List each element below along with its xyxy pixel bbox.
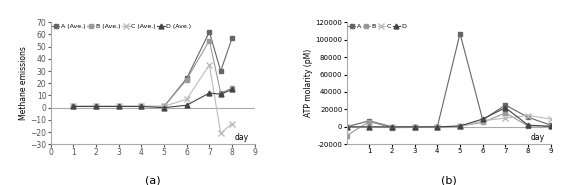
B xyxy=(457,125,464,127)
C xyxy=(411,126,418,128)
C xyxy=(366,126,373,128)
Y-axis label: Methane emissions: Methane emissions xyxy=(19,46,28,120)
B xyxy=(502,112,509,114)
B xyxy=(388,127,395,129)
A xyxy=(411,126,418,128)
B xyxy=(547,125,554,127)
Line: A (Ave.): A (Ave.) xyxy=(71,30,234,109)
B xyxy=(525,125,532,127)
C xyxy=(502,117,509,119)
A xyxy=(479,119,486,121)
C xyxy=(343,126,350,128)
C xyxy=(547,118,554,120)
D (Ave.) xyxy=(138,105,144,107)
A (Ave.) xyxy=(138,105,144,107)
C (Ave.) xyxy=(206,64,213,66)
D (Ave.) xyxy=(183,104,190,106)
A (Ave.) xyxy=(217,70,224,72)
C xyxy=(525,114,532,117)
A xyxy=(457,32,464,35)
Line: D: D xyxy=(344,105,553,129)
D (Ave.) xyxy=(70,105,76,107)
C (Ave.) xyxy=(183,98,190,100)
B (Ave.) xyxy=(217,92,224,94)
A xyxy=(547,124,554,126)
A (Ave.) xyxy=(229,37,235,39)
Line: D (Ave.): D (Ave.) xyxy=(71,87,234,110)
B (Ave.) xyxy=(206,39,213,42)
A xyxy=(388,126,395,128)
A xyxy=(343,126,350,128)
Line: C (Ave.): C (Ave.) xyxy=(70,62,235,136)
D (Ave.) xyxy=(93,105,99,107)
Line: B: B xyxy=(344,110,553,138)
C (Ave.) xyxy=(115,105,122,107)
D (Ave.) xyxy=(217,93,224,95)
C (Ave.) xyxy=(161,105,167,107)
A xyxy=(525,116,532,118)
C (Ave.) xyxy=(229,122,235,125)
Legend: A (Ave.), B (Ave.), C (Ave.), D (Ave.): A (Ave.), B (Ave.), C (Ave.), D (Ave.) xyxy=(52,23,191,29)
D xyxy=(479,118,486,120)
D xyxy=(502,107,509,109)
Y-axis label: ATP molarity (pM): ATP molarity (pM) xyxy=(303,49,312,117)
D xyxy=(343,126,350,128)
A (Ave.) xyxy=(93,105,99,107)
B (Ave.) xyxy=(183,78,190,81)
B (Ave.) xyxy=(229,87,235,89)
A (Ave.) xyxy=(70,105,76,107)
C (Ave.) xyxy=(217,132,224,134)
Text: (b): (b) xyxy=(441,175,456,185)
B (Ave.) xyxy=(138,105,144,107)
D xyxy=(411,126,418,128)
Legend: A, B, C, D: A, B, C, D xyxy=(348,23,406,29)
D xyxy=(457,125,464,127)
A (Ave.) xyxy=(183,77,190,80)
B xyxy=(343,134,350,137)
D xyxy=(547,125,554,127)
C (Ave.) xyxy=(70,105,76,107)
A (Ave.) xyxy=(115,105,122,107)
D (Ave.) xyxy=(161,107,167,109)
B xyxy=(366,120,373,123)
A xyxy=(366,120,373,122)
Text: day: day xyxy=(531,133,545,142)
B xyxy=(434,126,441,128)
D xyxy=(388,126,395,128)
C xyxy=(479,120,486,122)
B (Ave.) xyxy=(115,105,122,107)
D (Ave.) xyxy=(206,92,213,94)
C (Ave.) xyxy=(93,105,99,107)
D xyxy=(434,126,441,128)
Text: day: day xyxy=(234,133,248,142)
Text: (a): (a) xyxy=(145,175,161,185)
Line: B (Ave.): B (Ave.) xyxy=(71,38,234,109)
D xyxy=(525,124,532,126)
B (Ave.) xyxy=(161,105,167,107)
A xyxy=(434,126,441,128)
B (Ave.) xyxy=(70,105,76,107)
A (Ave.) xyxy=(161,105,167,107)
B xyxy=(411,126,418,128)
C xyxy=(434,126,441,128)
A xyxy=(502,104,509,106)
C xyxy=(388,126,395,128)
D xyxy=(366,126,373,128)
B xyxy=(479,121,486,124)
D (Ave.) xyxy=(115,105,122,107)
D (Ave.) xyxy=(229,88,235,90)
A (Ave.) xyxy=(206,31,213,33)
B (Ave.) xyxy=(93,105,99,107)
C (Ave.) xyxy=(138,105,144,107)
C xyxy=(457,125,464,127)
Line: C: C xyxy=(343,112,554,130)
Line: A: A xyxy=(344,31,553,129)
